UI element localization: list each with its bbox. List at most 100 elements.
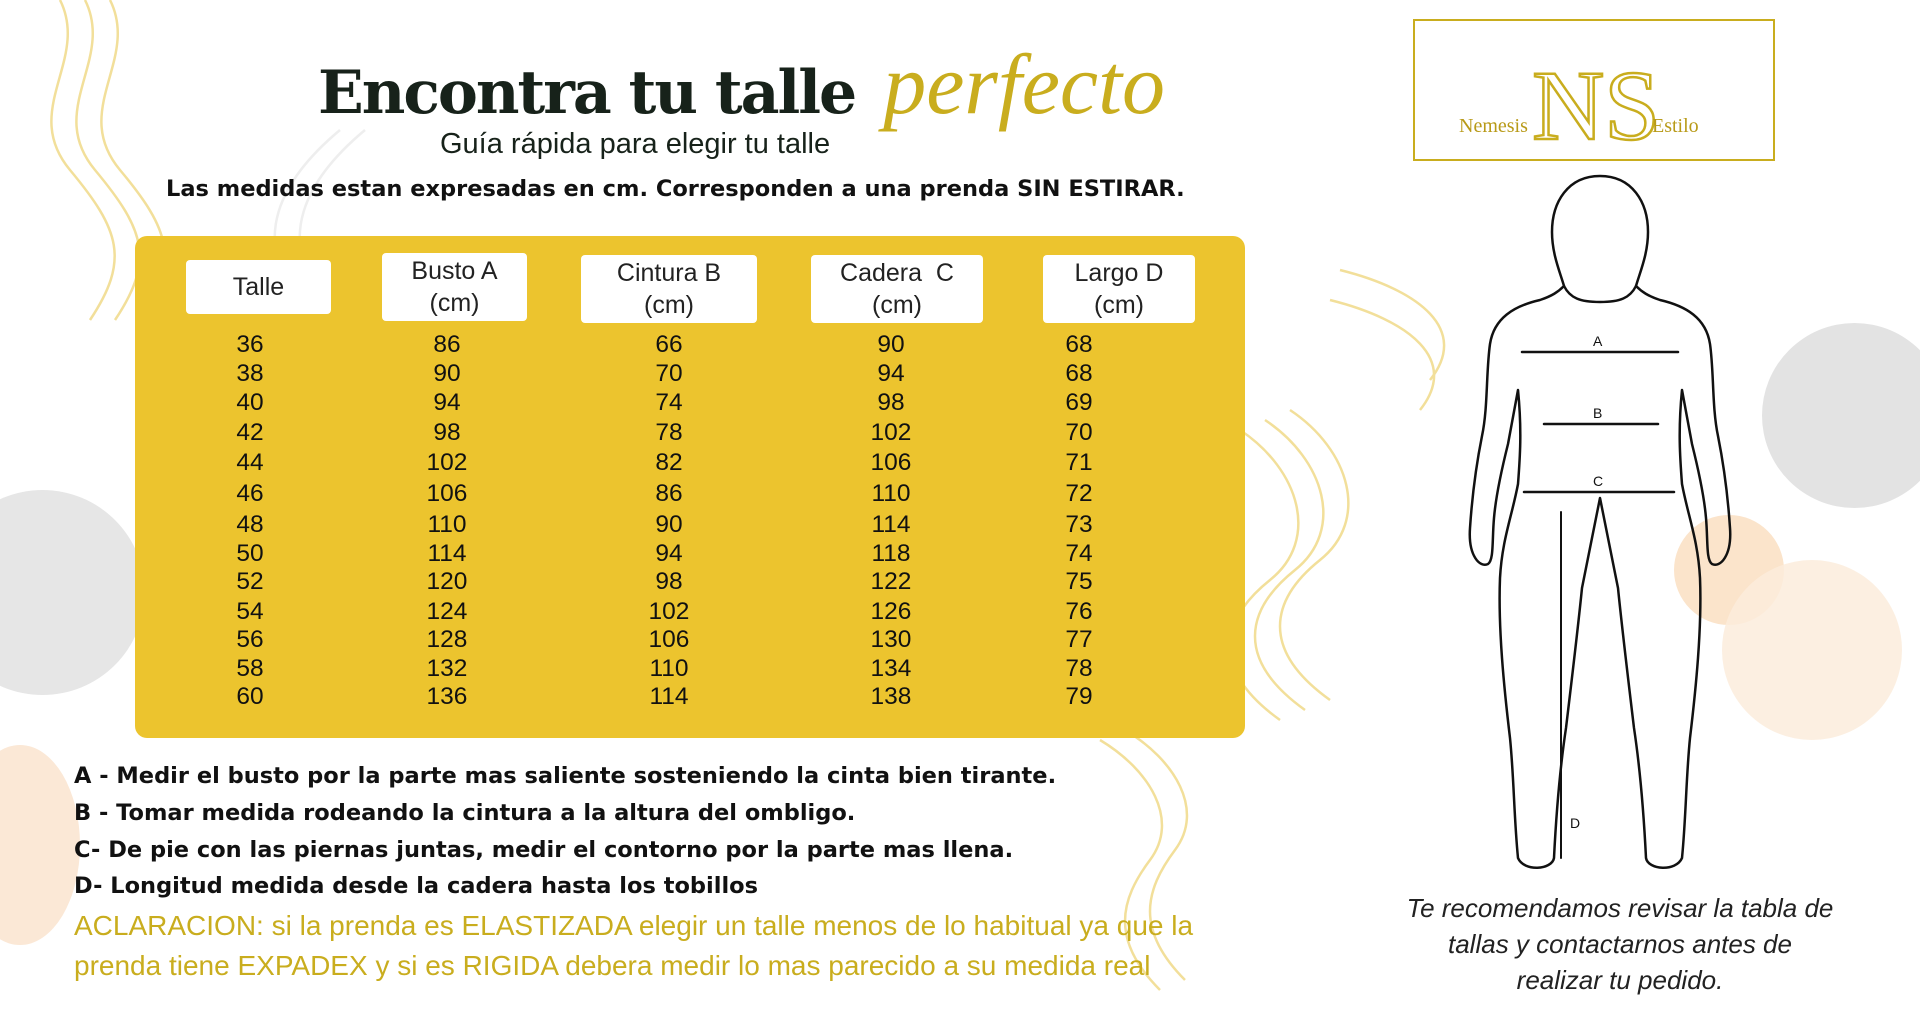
page-subtitle: Guía rápida para elegir tu talle [440, 128, 831, 160]
table-cell: 110 [871, 480, 911, 507]
header-largo: Largo D (cm) [1043, 255, 1195, 323]
logo-left-word: Nemesis [1459, 115, 1528, 137]
table-cell: 102 [648, 598, 690, 625]
table-cell: 106 [426, 480, 468, 507]
header-largo-label: Largo D [1074, 259, 1164, 287]
figure-label-c: C [1593, 473, 1603, 489]
table-cell: 74 [655, 389, 683, 416]
table-cell: 77 [1065, 626, 1093, 653]
header-cintura-unit: (cm) [644, 291, 694, 319]
header-busto-unit: (cm) [429, 289, 480, 317]
clarification-line-2: prenda tiene EXPADEX y si es RIGIDA debe… [74, 950, 1151, 981]
table-cell: 73 [1065, 511, 1093, 538]
table-cell: 102 [870, 419, 912, 446]
table-cell: 50 [236, 540, 264, 567]
table-cell: 98 [877, 389, 905, 416]
title-accent: perfecto [883, 36, 1165, 132]
figure-hair-line [1562, 284, 1638, 304]
table-cell: 94 [433, 389, 461, 416]
table-cell: 118 [871, 540, 911, 567]
table-cell: 124 [426, 598, 468, 625]
table-cell: 75 [1065, 568, 1093, 595]
table-cell: 114 [871, 511, 911, 538]
table-cell: 132 [426, 655, 468, 682]
figure-label-a: A [1593, 333, 1603, 349]
table-cell: 98 [655, 568, 683, 595]
table-cell: 70 [655, 360, 683, 387]
table-cell: 72 [1065, 480, 1093, 507]
table-cell: 76 [1065, 598, 1093, 625]
instruction-c: C- De pie con las piernas juntas, medir … [74, 837, 1014, 863]
table-cell: 48 [236, 511, 264, 538]
table-cell: 71 [1065, 449, 1093, 476]
header-cintura: Cintura B (cm) [581, 255, 757, 323]
table-cell: 94 [655, 540, 683, 567]
table-cell: 78 [1065, 655, 1093, 682]
figure-label-b: B [1593, 405, 1602, 421]
page-title: Encontra tu talle perfecto [318, 34, 1165, 132]
table-cell: 106 [870, 449, 912, 476]
table-cell: 78 [655, 419, 683, 446]
recommendation-line-1: Te recomendamos revisar la tabla de [1406, 893, 1834, 923]
header-busto-label: Busto A [411, 257, 498, 285]
table-cell: 130 [870, 626, 912, 653]
table-cell: 46 [236, 480, 264, 507]
table-cell: 70 [1065, 419, 1093, 446]
table-cell: 42 [236, 419, 264, 446]
instruction-d: D- Longitud medida desde la cadera hasta… [74, 873, 759, 899]
size-table: Talle Busto A (cm) Cintura B (cm) Cadera… [135, 236, 1245, 738]
bg-circle-right-peach-large [1722, 560, 1902, 740]
table-cell: 58 [236, 655, 264, 682]
table-cell: 114 [649, 683, 689, 710]
table-cell: 128 [426, 626, 468, 653]
table-cell: 90 [877, 331, 905, 358]
header-talle: Talle [186, 260, 331, 314]
header-busto: Busto A (cm) [382, 253, 527, 321]
header-cadera-unit: (cm) [872, 291, 922, 319]
table-cell: 110 [427, 511, 467, 538]
table-cell: 54 [236, 598, 264, 625]
clarification-line-1: ACLARACION: si la prenda es ELASTIZADA e… [74, 910, 1194, 941]
table-cell: 79 [1065, 683, 1093, 710]
brand-logo: Nemesis NS Estilo [1413, 19, 1775, 163]
table-cell: 134 [870, 655, 912, 682]
table-cell: 102 [426, 449, 468, 476]
title-main: Encontra tu talle [318, 58, 857, 128]
table-cell: 114 [427, 540, 467, 567]
header-largo-unit: (cm) [1094, 291, 1144, 319]
figure-silhouette [1468, 174, 1732, 869]
table-cell: 56 [236, 626, 264, 653]
logo-right-word: Estilo [1652, 115, 1699, 137]
table-cell: 106 [648, 626, 690, 653]
table-cell: 40 [236, 389, 264, 416]
recommendation-text: Te recomendamos revisar la tabla de tall… [1320, 890, 1920, 998]
logo-monogram: NS [1531, 49, 1661, 163]
logo-monogram-text: NS [1532, 50, 1660, 161]
table-cell: 90 [655, 511, 683, 538]
table-cell: 69 [1065, 389, 1093, 416]
table-cell: 74 [1065, 540, 1093, 567]
table-cell: 126 [870, 598, 912, 625]
table-cell: 60 [236, 683, 264, 710]
instruction-a: A - Medir el busto por la parte mas sali… [74, 763, 1057, 789]
table-cell: 122 [870, 568, 912, 595]
table-cell: 138 [870, 683, 912, 710]
table-cell: 98 [433, 419, 461, 446]
table-cell: 36 [236, 331, 264, 358]
table-cell: 120 [426, 568, 468, 595]
table-cell: 66 [655, 331, 683, 358]
header-cadera: Cadera C (cm) [811, 255, 983, 323]
table-cell: 82 [655, 449, 683, 476]
table-cell: 90 [433, 360, 461, 387]
table-cell: 38 [236, 360, 264, 387]
table-cell: 136 [426, 683, 468, 710]
instruction-b: B - Tomar medida rodeando la cintura a l… [74, 800, 856, 826]
body-measurement-figure: A B C D [1468, 174, 1732, 869]
table-cell: 86 [655, 480, 683, 507]
recommendation-line-2: tallas y contactarnos antes de [1448, 929, 1792, 959]
table-cell: 86 [433, 331, 461, 358]
table-cell: 68 [1065, 360, 1093, 387]
table-cell: 52 [236, 568, 264, 595]
header-cintura-label: Cintura B [616, 259, 722, 287]
header-cadera-label: Cadera C [840, 259, 954, 287]
